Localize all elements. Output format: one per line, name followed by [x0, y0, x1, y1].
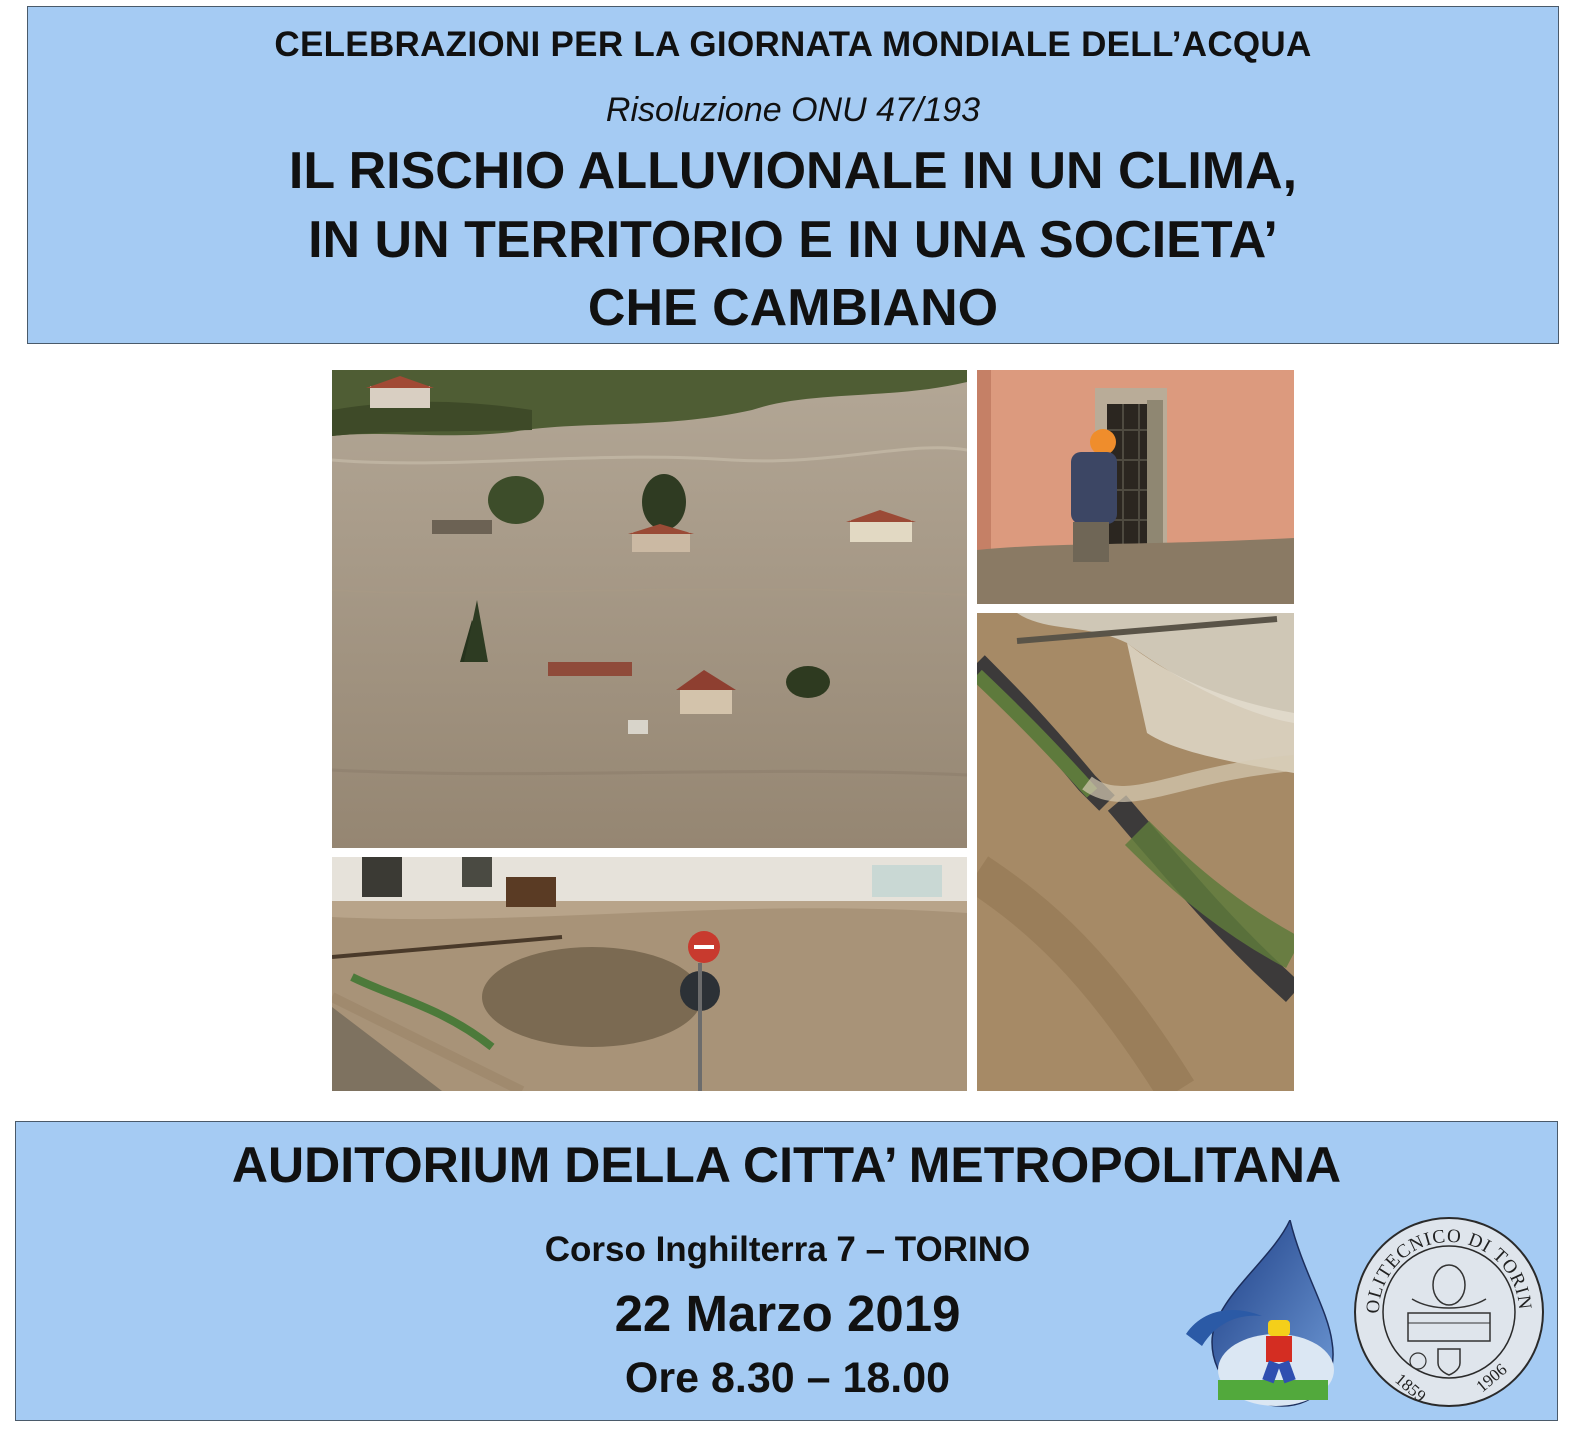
header-banner: CELEBRAZIONI PER LA GIORNATA MONDIALE DE…	[27, 6, 1559, 344]
man-at-window-photo	[977, 370, 1294, 604]
subtitle: Risoluzione ONU 47/193	[605, 91, 981, 129]
water-drop-logo	[1182, 1217, 1340, 1410]
mudslide-street-photo	[332, 857, 967, 1091]
venue-address: Corso Inghilterra 7 – TORINO	[544, 1230, 1031, 1269]
supertitle: CELEBRAZIONI PER LA GIORNATA MONDIALE DE…	[274, 25, 1312, 64]
title-line-2: IN UN TERRITORIO E IN UNA SOCIETA’	[308, 211, 1278, 269]
flooded-plain-photo	[332, 370, 967, 848]
title-line-1: IL RISCHIO ALLUVIONALE IN UN CLIMA,	[288, 142, 1298, 200]
event-hours: Ore 8.30 – 18.00	[624, 1354, 951, 1402]
collapsed-road-photo	[977, 613, 1294, 1091]
venue-name: AUDITORIUM DELLA CITTA’ METROPOLITANA	[231, 1137, 1342, 1193]
title-line-3: CHE CAMBIANO	[587, 279, 999, 337]
event-date: 22 Marzo 2019	[614, 1285, 961, 1342]
politecnico-seal-logo: POLITECNICO DI TORINO 1859 1906	[1345, 1199, 1547, 1410]
